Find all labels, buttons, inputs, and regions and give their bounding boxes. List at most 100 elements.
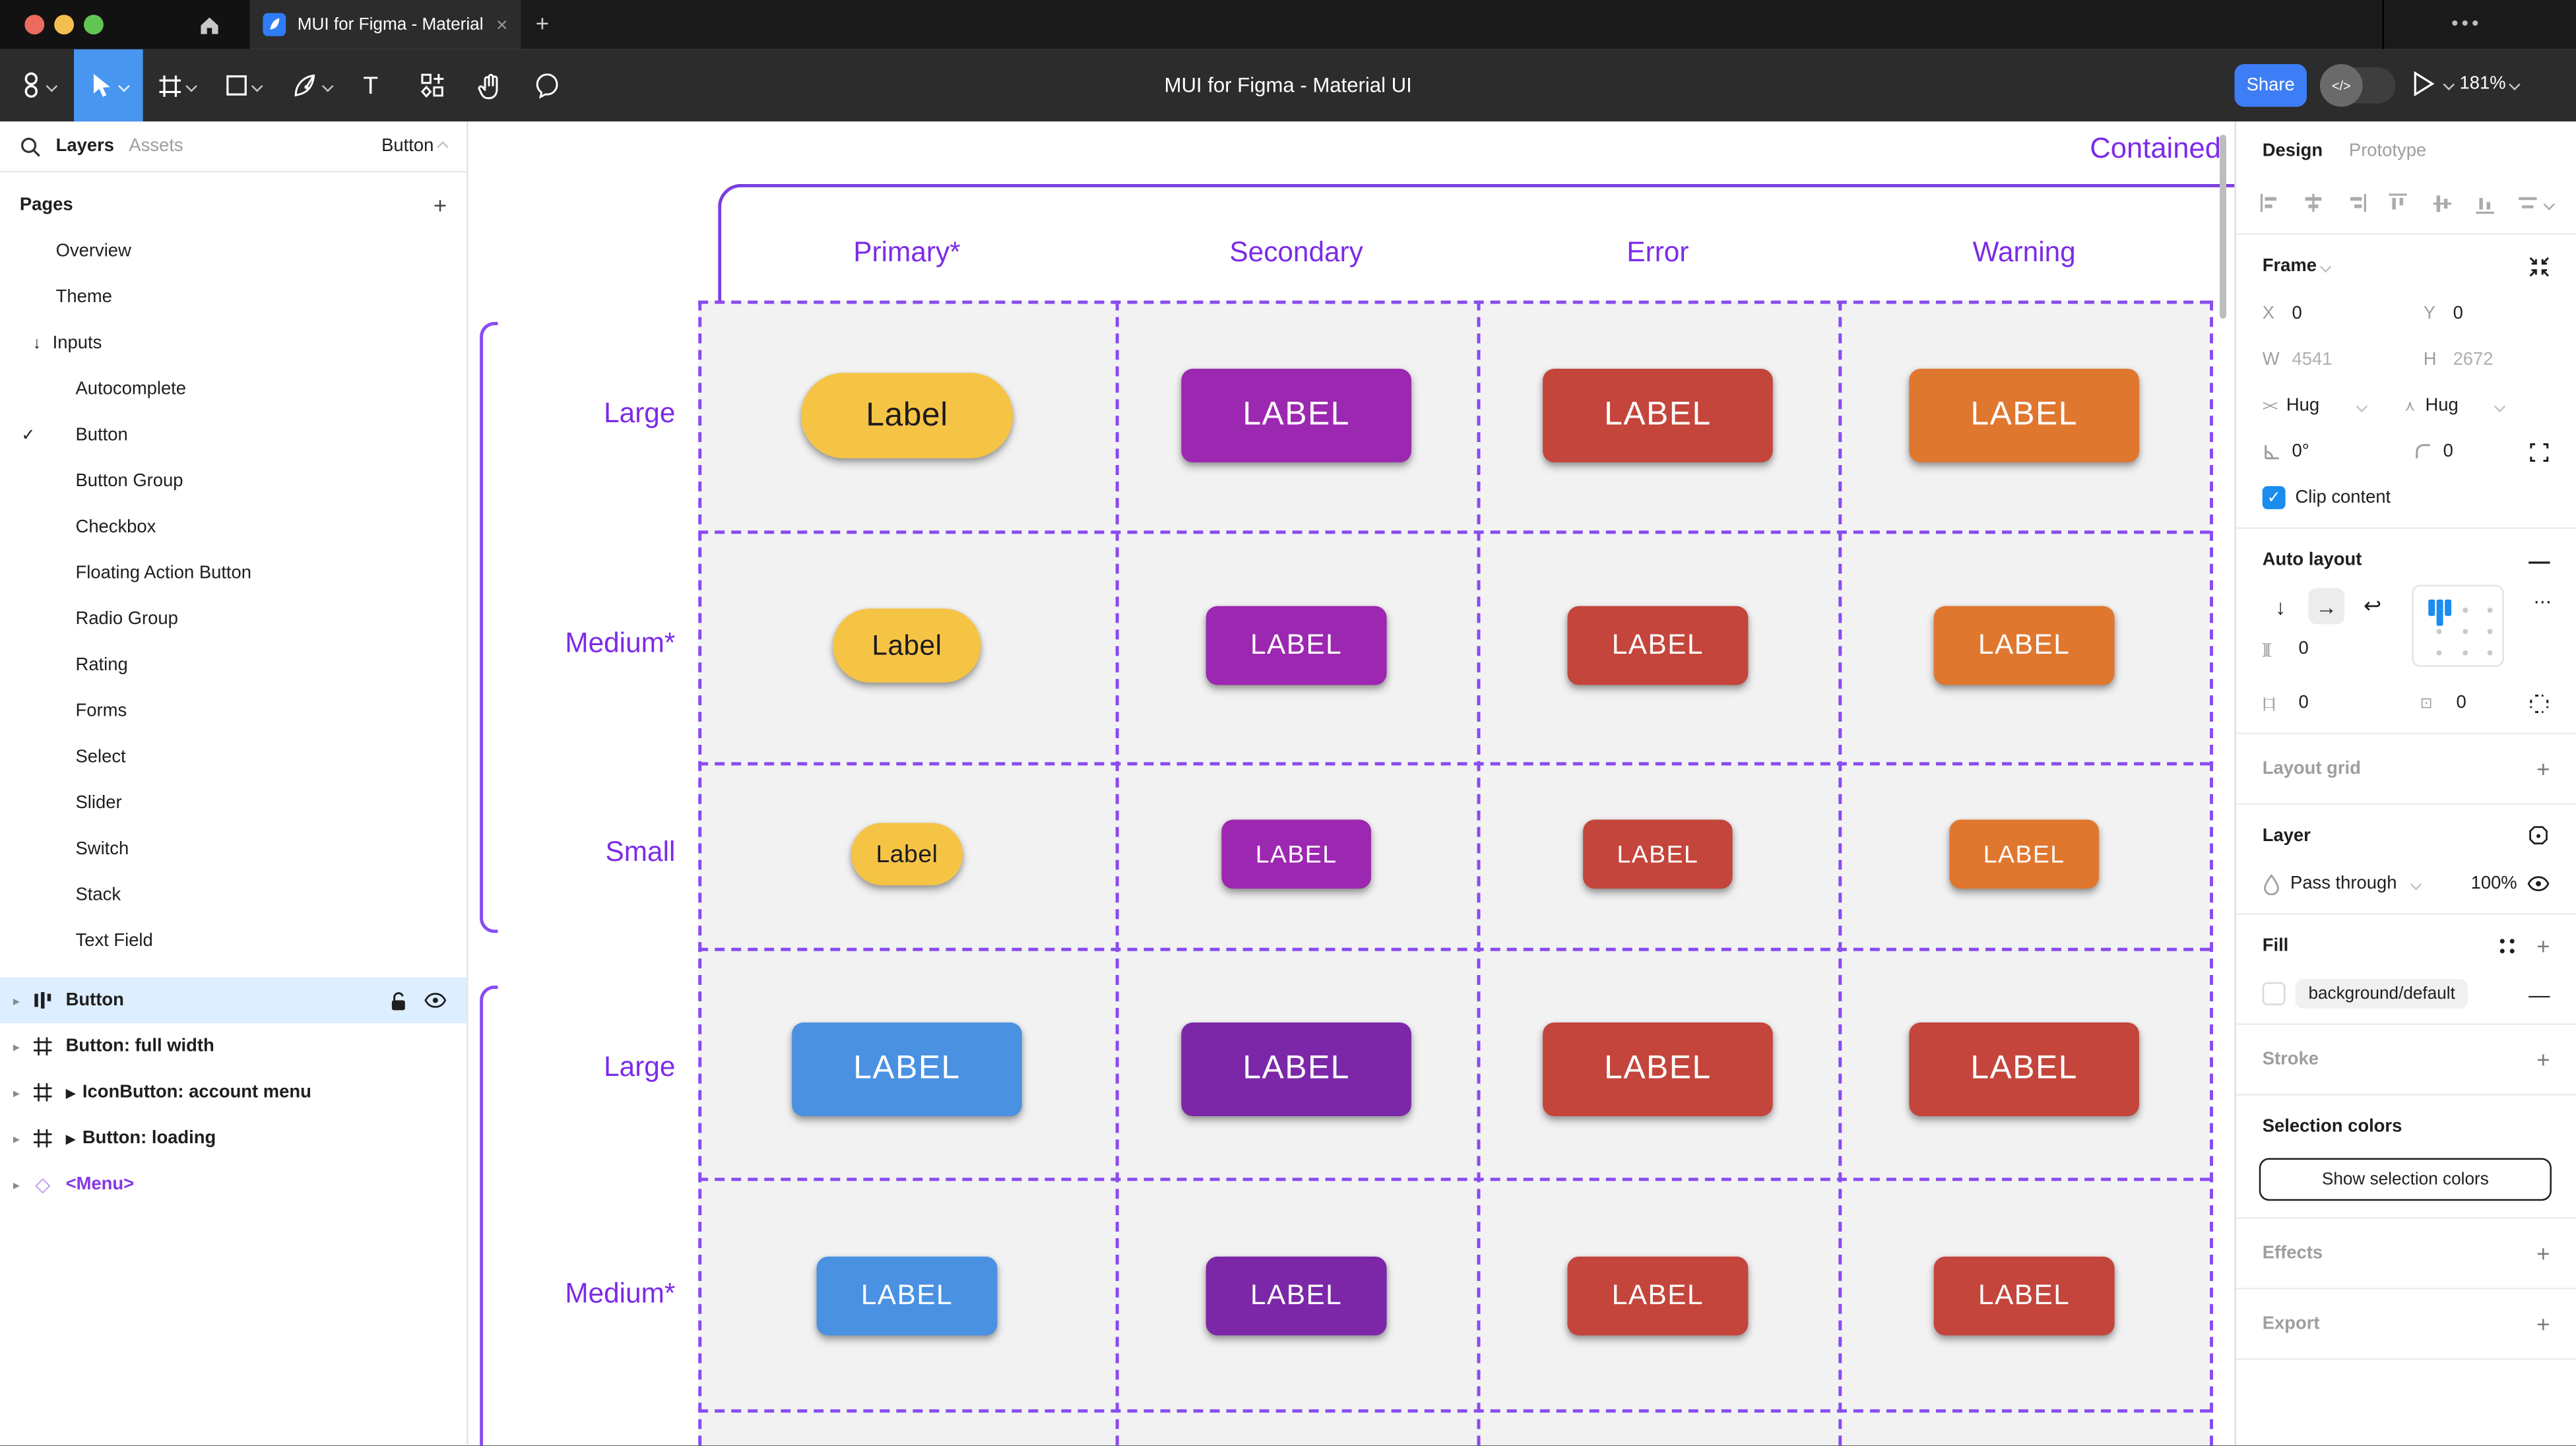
hug-horizontal-select[interactable]: Hug (2286, 396, 2320, 416)
page-selector[interactable]: Button (381, 137, 449, 156)
page-item[interactable]: Text Field (0, 918, 467, 964)
add-fill-button[interactable]: + (2536, 933, 2550, 960)
present-button[interactable] (2412, 71, 2455, 97)
collapse-icon[interactable] (2528, 255, 2550, 276)
layout-vertical-icon[interactable]: ↓ (2275, 594, 2286, 619)
remove-fill-button[interactable]: — (2528, 981, 2550, 1007)
tab-assets[interactable]: Assets (129, 136, 183, 156)
alignment-dot[interactable] (2463, 650, 2467, 655)
alignment-dot[interactable] (2436, 650, 2441, 655)
add-export-button[interactable]: + (2536, 1311, 2550, 1337)
canvas[interactable]: Contained Primary* Secondary Error Warning … (468, 121, 2235, 1446)
file-tab[interactable]: MUI for Figma - Material UI × (249, 0, 521, 49)
page-item[interactable]: Button Group (0, 458, 467, 505)
pen-tool-button[interactable] (292, 73, 334, 99)
alignment-matrix[interactable] (2412, 584, 2504, 667)
remove-auto-layout-button[interactable]: — (2528, 548, 2550, 573)
add-effect-button[interactable]: + (2536, 1240, 2550, 1267)
padding-horizontal-input[interactable]: 0 (2298, 693, 2309, 713)
close-window-button[interactable] (24, 15, 45, 35)
chevron-down-icon[interactable] (251, 79, 263, 92)
align-right-icon[interactable] (2345, 192, 2368, 215)
chevron-right-icon[interactable]: ▸ (13, 1084, 20, 1100)
distribute-icon[interactable] (2517, 192, 2555, 215)
main-menu-button[interactable] (20, 71, 58, 100)
page-item[interactable]: ↓ Inputs (0, 321, 467, 367)
alignment-dot[interactable] (2487, 608, 2492, 612)
tab-layers[interactable]: Layers (55, 136, 115, 156)
width-input[interactable]: 4541 (2292, 350, 2333, 370)
alignment-dot[interactable] (2463, 608, 2467, 612)
actions-tool-button[interactable] (419, 73, 445, 99)
hand-tool-button[interactable] (476, 71, 503, 99)
mui-button-red-lg[interactable]: LABEL (1909, 1022, 2139, 1116)
alignment-dot[interactable] (2436, 629, 2441, 633)
rotation-input[interactable]: 0° (2292, 441, 2309, 462)
search-icon[interactable] (20, 135, 41, 156)
page-item[interactable]: Autocomplete (0, 366, 467, 412)
layer-row[interactable]: ▸ Button: full width (0, 1023, 467, 1069)
layout-horizontal-icon[interactable]: → (2308, 588, 2345, 625)
chevron-right-icon[interactable]: ▸ (13, 1038, 20, 1054)
mui-button-yellow-md[interactable]: Label (833, 608, 981, 683)
home-tab-button[interactable] (167, 0, 250, 49)
add-page-button[interactable]: + (433, 192, 447, 219)
mui-button-purple-lg[interactable]: LABEL (1181, 369, 1411, 462)
canvas-scrollbar[interactable] (2219, 135, 2226, 319)
page-item[interactable]: Select (0, 734, 467, 780)
add-layout-grid-button[interactable]: + (2536, 755, 2550, 782)
document-title[interactable]: MUI for Figma - Material UI (1164, 74, 1412, 97)
mui-button-purple-sm[interactable]: LABEL (1221, 819, 1371, 889)
share-button[interactable]: Share (2234, 64, 2307, 107)
layer-row[interactable]: ▸ Button (0, 977, 467, 1024)
fill-token-chip[interactable]: background/default (2295, 979, 2468, 1009)
independent-corners-icon[interactable] (2528, 441, 2550, 462)
clip-content-row[interactable]: ✓ Clip content (2236, 475, 2576, 521)
chevron-right-icon[interactable]: ▸ (13, 1131, 20, 1146)
alignment-dot[interactable] (2487, 650, 2492, 655)
window-menu-icon[interactable]: ••• (2451, 11, 2482, 35)
text-tool-button[interactable]: T (363, 71, 379, 100)
gap-input[interactable]: 0 (2298, 639, 2309, 659)
frame-section-title[interactable]: Frame (2262, 256, 2317, 276)
page-item[interactable]: Checkbox (0, 504, 467, 550)
mui-button-purple-md[interactable]: LABEL (1206, 606, 1387, 685)
clip-content-checkbox[interactable]: ✓ (2262, 486, 2286, 509)
page-item[interactable]: Forms (0, 688, 467, 734)
dev-mode-toggle[interactable]: </> (2319, 64, 2396, 107)
chevron-right-icon[interactable]: ▸ (13, 993, 20, 1008)
comment-tool-button[interactable] (534, 73, 560, 99)
mui-button-red-lg[interactable]: LABEL (1543, 1022, 1773, 1116)
tab-prototype[interactable]: Prototype (2348, 141, 2427, 162)
tab-design[interactable]: Design (2262, 141, 2323, 162)
zoom-level-control[interactable]: 181% (2460, 74, 2521, 94)
mui-button-red-lg[interactable]: LABEL (1543, 369, 1773, 462)
auto-layout-more-icon[interactable]: ⋯ (2533, 592, 2554, 613)
mui-button-red-md[interactable]: LABEL (1567, 1256, 1749, 1336)
alignment-dot[interactable] (2487, 629, 2492, 633)
page-item[interactable]: Overview (0, 228, 467, 274)
align-vertical-center-icon[interactable] (2431, 192, 2454, 215)
zoom-window-button[interactable] (83, 15, 104, 35)
chevron-down-icon[interactable] (185, 79, 197, 92)
y-input[interactable]: 0 (2453, 303, 2463, 324)
corner-radius-input[interactable]: 0 (2443, 441, 2453, 462)
layout-wrap-icon[interactable]: ↩ (2363, 592, 2382, 618)
mui-button-red-sm[interactable]: LABEL (1583, 819, 1733, 889)
minimize-window-button[interactable] (54, 15, 75, 35)
page-item[interactable]: Stack (0, 872, 467, 918)
mui-button-yellow-sm[interactable]: Label (851, 823, 963, 886)
mui-button-dark_purple-md[interactable]: LABEL (1206, 1256, 1387, 1336)
align-bottom-icon[interactable] (2474, 192, 2497, 215)
blend-mode-select[interactable]: Pass through (2290, 873, 2397, 894)
mui-button-blue-lg[interactable]: LABEL (792, 1022, 1022, 1116)
move-tool-button[interactable] (74, 49, 143, 122)
tab-close-icon[interactable]: × (496, 13, 508, 36)
chevron-down-icon[interactable] (2443, 78, 2455, 90)
align-horizontal-center-icon[interactable] (2302, 192, 2325, 215)
page-item[interactable]: Theme (0, 274, 467, 321)
align-top-icon[interactable] (2388, 192, 2411, 215)
new-tab-button[interactable]: + (535, 9, 550, 36)
add-stroke-button[interactable]: + (2536, 1046, 2550, 1073)
page-item[interactable]: ✓ Button (0, 412, 467, 458)
